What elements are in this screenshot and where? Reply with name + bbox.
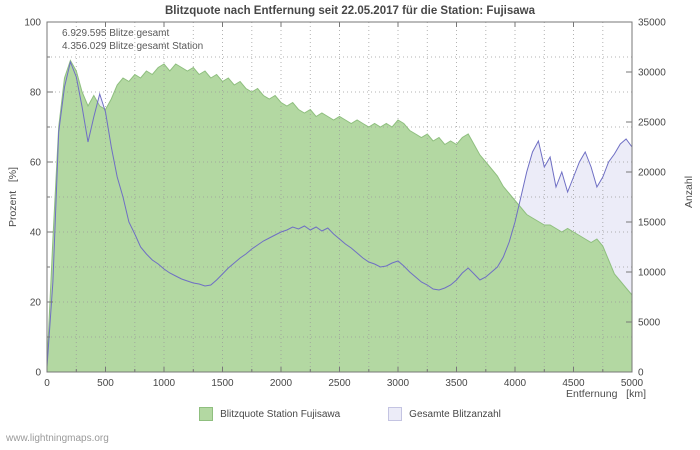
y-axis-label-right: Anzahl [683, 175, 695, 209]
y-left-tick-label: 60 [30, 158, 42, 169]
legend: Blitzquote Station Fujisawa Gesamte Blit… [0, 407, 700, 421]
x-tick-label: 4500 [562, 378, 585, 389]
y-axis-label-left: Prozent [%] [7, 166, 19, 228]
legend-label-blitzanzahl: Gesamte Blitzanzahl [409, 408, 501, 420]
legend-label-blitzquote: Blitzquote Station Fujisawa [220, 408, 341, 420]
x-tick-label: 2500 [328, 378, 351, 389]
chart-title: Blitzquote nach Entfernung seit 22.05.20… [165, 5, 535, 17]
legend-item-blitzquote: Blitzquote Station Fujisawa [199, 407, 340, 421]
x-tick-label: 2000 [270, 378, 293, 389]
x-tick-label: 3000 [387, 378, 410, 389]
y-right-tick-label: 0 [638, 368, 644, 379]
line-blitzquote-station [46, 59, 633, 366]
chart-annotations: 6.929.595 Blitze gesamt 4.356.029 Blitze… [62, 27, 203, 53]
x-tick-label: 1500 [211, 378, 234, 389]
watermark-link: www.lightningmaps.org [6, 433, 109, 444]
x-tick-label: 4000 [504, 378, 527, 389]
y-right-tick-label: 20000 [638, 168, 666, 179]
y-left-tick-label: 40 [30, 228, 42, 239]
x-tick-label: 3500 [445, 378, 468, 389]
y-right-tick-label: 35000 [638, 18, 666, 29]
x-tick-label: 5000 [621, 378, 644, 389]
x-tick-label: 500 [97, 378, 114, 389]
legend-swatch-blitzanzahl [388, 407, 403, 421]
y-right-tick-label: 30000 [638, 68, 666, 79]
y-right-tick-label: 10000 [638, 268, 666, 279]
annotation-total-strikes: 6.929.595 Blitze gesamt [62, 28, 170, 39]
x-tick-label: 1000 [153, 378, 176, 389]
y-left-tick-label: 0 [35, 368, 41, 379]
legend-item-blitzanzahl: Gesamte Blitzanzahl [388, 407, 501, 421]
x-tick-label: 0 [44, 378, 50, 389]
y-left-tick-label: 80 [30, 88, 42, 99]
legend-swatch-blitzquote [199, 407, 214, 421]
y-right-tick-label: 25000 [638, 118, 666, 129]
y-left-tick-label: 20 [30, 298, 42, 309]
annotation-station-strikes: 4.356.029 Blitze gesamt Station [62, 41, 204, 52]
y-left-tick-label: 100 [24, 18, 41, 29]
y-right-tick-label: 15000 [638, 218, 666, 229]
x-axis-label: Entfernung [km] [566, 388, 646, 400]
line-gesamte-blitzanzahl [46, 60, 633, 368]
y-right-tick-label: 5000 [638, 318, 661, 329]
